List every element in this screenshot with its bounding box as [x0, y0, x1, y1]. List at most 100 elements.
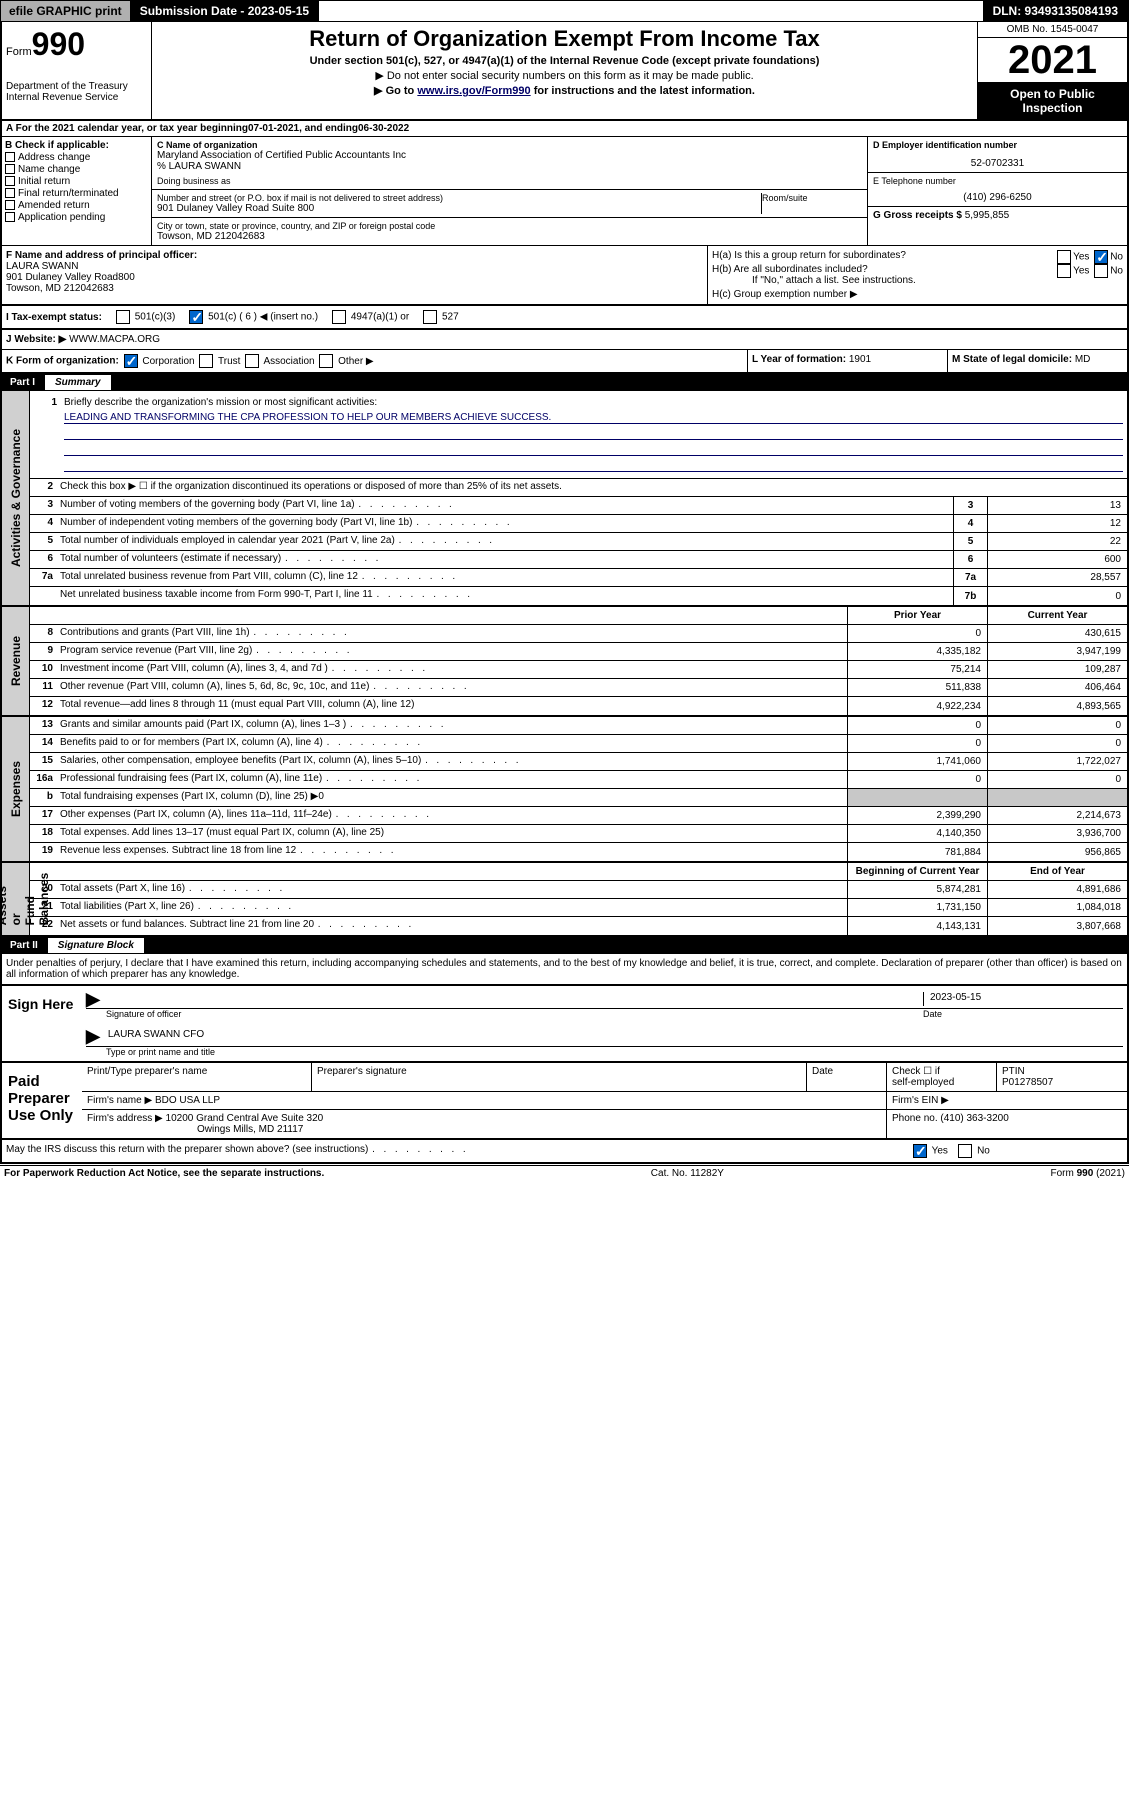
telephone-value: (410) 296-6250 — [873, 192, 1122, 203]
line-6-value: 600 — [987, 551, 1127, 568]
state-domicile: MD — [1075, 354, 1091, 365]
vside-activities: Activities & Governance — [2, 391, 30, 605]
dln-label: DLN: 93493135084193 — [983, 1, 1128, 21]
efile-print-label[interactable]: efile GRAPHIC print — [1, 1, 130, 21]
chk-address-change[interactable]: Address change — [5, 152, 148, 163]
ein-value: 52-0702331 — [873, 158, 1122, 169]
line-12-text: Total revenue—add lines 8 through 11 (mu… — [58, 697, 847, 715]
irs-link[interactable]: www.irs.gov/Form990 — [417, 85, 530, 97]
line-8-text: Contributions and grants (Part VIII, lin… — [58, 625, 847, 642]
chk-4947[interactable]: 4947(a)(1) or — [330, 310, 409, 324]
ha-yesno[interactable]: Yes No — [1055, 250, 1123, 264]
chk-assoc[interactable]: Association — [243, 356, 314, 367]
line-16a-text: Professional fundraising fees (Part IX, … — [58, 771, 847, 788]
dept-treasury: Department of the Treasury Internal Reve… — [6, 81, 147, 103]
tax-year: 2021 — [978, 38, 1127, 83]
form-header: Form990 Department of the Treasury Inter… — [0, 22, 1129, 121]
submission-date-label: Submission Date - 2023-05-15 — [130, 1, 319, 21]
chk-initial-return[interactable]: Initial return — [5, 176, 148, 187]
vside-revenue: Revenue — [2, 607, 30, 715]
footer-cat: Cat. No. 11282Y — [651, 1168, 724, 1179]
line-3-value: 13 — [987, 497, 1127, 514]
line-4-text: Number of independent voting members of … — [58, 515, 953, 532]
firm-name: BDO USA LLP — [155, 1095, 220, 1106]
line-16b-text: Total fundraising expenses (Part IX, col… — [58, 789, 847, 806]
sign-here-label: Sign Here — [2, 986, 82, 1061]
row-a-tax-year: A For the 2021 calendar year, or tax yea… — [0, 121, 1129, 137]
name-title-line: ▶ LAURA SWANN CFO — [86, 1027, 1123, 1046]
arrow-icon: ▶ — [86, 992, 100, 1006]
chk-final-return[interactable]: Final return/terminated — [5, 188, 148, 199]
line-5-text: Total number of individuals employed in … — [58, 533, 953, 550]
part-ii-header: Part IISignature Block — [0, 937, 1129, 954]
telephone-cell: E Telephone number (410) 296-6250 — [868, 173, 1127, 207]
form-title: Return of Organization Exempt From Incom… — [156, 26, 973, 52]
chk-application-pending[interactable]: Application pending — [5, 212, 148, 223]
section-expenses: Expenses 13Grants and similar amounts pa… — [0, 717, 1129, 863]
line-7a-value: 28,557 — [987, 569, 1127, 586]
chk-trust[interactable]: Trust — [197, 356, 240, 367]
line-7b-text: Net unrelated business taxable income fr… — [58, 587, 953, 605]
group-exemption: H(c) Group exemption number ▶ — [712, 289, 1123, 300]
sign-date: 2023-05-15 — [923, 992, 1123, 1006]
line-1-text: Briefly describe the organization's miss… — [62, 395, 1123, 410]
line-15-text: Salaries, other compensation, employee b… — [58, 753, 847, 770]
header-right: OMB No. 1545-0047 2021 Open to Public In… — [977, 22, 1127, 119]
officer-name: LAURA SWANN CFO — [108, 1029, 204, 1043]
org-name-cell: C Name of organization Maryland Associat… — [152, 137, 867, 190]
header-title-block: Return of Organization Exempt From Incom… — [152, 22, 977, 119]
signature-line[interactable]: ▶ 2023-05-15 — [86, 990, 1123, 1009]
col-b-checkboxes: B Check if applicable: Address change Na… — [2, 137, 152, 245]
line-5-value: 22 — [987, 533, 1127, 550]
paid-preparer-block: Paid Preparer Use Only Print/Type prepar… — [0, 1063, 1129, 1140]
line-13-text: Grants and similar amounts paid (Part IX… — [58, 717, 847, 734]
col-end-year: End of Year — [987, 863, 1127, 880]
line-7a-text: Total unrelated business revenue from Pa… — [58, 569, 953, 586]
col-beginning-year: Beginning of Current Year — [847, 863, 987, 880]
year-formation: 1901 — [849, 354, 871, 365]
chk-name-change[interactable]: Name change — [5, 164, 148, 175]
chk-527[interactable]: 527 — [421, 310, 458, 324]
col-d-ein-phone: D Employer identification number 52-0702… — [867, 137, 1127, 245]
line-9-text: Program service revenue (Part VIII, line… — [58, 643, 847, 660]
line-22-text: Net assets or fund balances. Subtract li… — [58, 917, 847, 935]
chk-other[interactable]: Other ▶ — [317, 356, 373, 367]
firm-address: 10200 Grand Central Ave Suite 320 — [166, 1113, 324, 1124]
line-17-text: Other expenses (Part IX, column (A), lin… — [58, 807, 847, 824]
chk-amended-return[interactable]: Amended return — [5, 200, 148, 211]
row-i-tax-status: I Tax-exempt status: 501(c)(3) 501(c) ( … — [0, 306, 1129, 330]
line-10-text: Investment income (Part VIII, column (A)… — [58, 661, 847, 678]
hb-yesno[interactable]: Yes No — [1055, 264, 1123, 278]
footer-form: Form 990 (2021) — [1051, 1168, 1125, 1179]
chk-501c[interactable]: 501(c) ( 6 ) ◀ (insert no.) — [187, 310, 318, 324]
paid-preparer-label: Paid Preparer Use Only — [2, 1063, 82, 1138]
col-prior-year: Prior Year — [847, 607, 987, 624]
line-3-text: Number of voting members of the governin… — [58, 497, 953, 514]
open-public-badge: Open to Public Inspection — [978, 83, 1127, 119]
care-of: % LAURA SWANN — [157, 161, 862, 172]
sign-here-block: Sign Here ▶ 2023-05-15 Signature of offi… — [0, 986, 1129, 1063]
line-2-text: Check this box ▶ ☐ if the organization d… — [58, 479, 1127, 496]
col-b-header: B Check if applicable: — [5, 140, 148, 151]
line-7b-value: 0 — [987, 587, 1127, 605]
prep-firm-row: Firm's name ▶ BDO USA LLP Firm's EIN ▶ — [82, 1092, 1127, 1110]
row-j-website: J Website: ▶ WWW.MACPA.ORG — [0, 330, 1129, 350]
may-discuss-yesno[interactable]: Yes No — [907, 1140, 1127, 1162]
row-k-form-org: K Form of organization: Corporation Trus… — [0, 350, 1129, 374]
may-discuss-row: May the IRS discuss this return with the… — [0, 1140, 1129, 1164]
line-18-text: Total expenses. Add lines 13–17 (must eq… — [58, 825, 847, 842]
line-19-text: Revenue less expenses. Subtract line 18 … — [58, 843, 847, 861]
firm-ein: Firm's EIN ▶ — [887, 1092, 1127, 1109]
org-name: Maryland Association of Certified Public… — [157, 150, 862, 161]
form-number: Form990 — [6, 26, 147, 63]
chk-corp[interactable]: Corporation — [122, 356, 195, 367]
chk-501c3[interactable]: 501(c)(3) — [114, 310, 175, 324]
firm-phone: (410) 363-3200 — [940, 1113, 1008, 1124]
part-i-header: Part ISummary — [0, 374, 1129, 391]
city-state-zip: Towson, MD 212042683 — [157, 231, 862, 242]
group-return-block: H(a) Is this a group return for subordin… — [707, 246, 1127, 304]
city-cell: City or town, state or province, country… — [152, 218, 867, 245]
row-f-h: F Name and address of principal officer:… — [0, 246, 1129, 306]
gross-receipts-cell: G Gross receipts $ 5,995,855 — [868, 207, 1127, 224]
line-21-text: Total liabilities (Part X, line 26) — [58, 899, 847, 916]
